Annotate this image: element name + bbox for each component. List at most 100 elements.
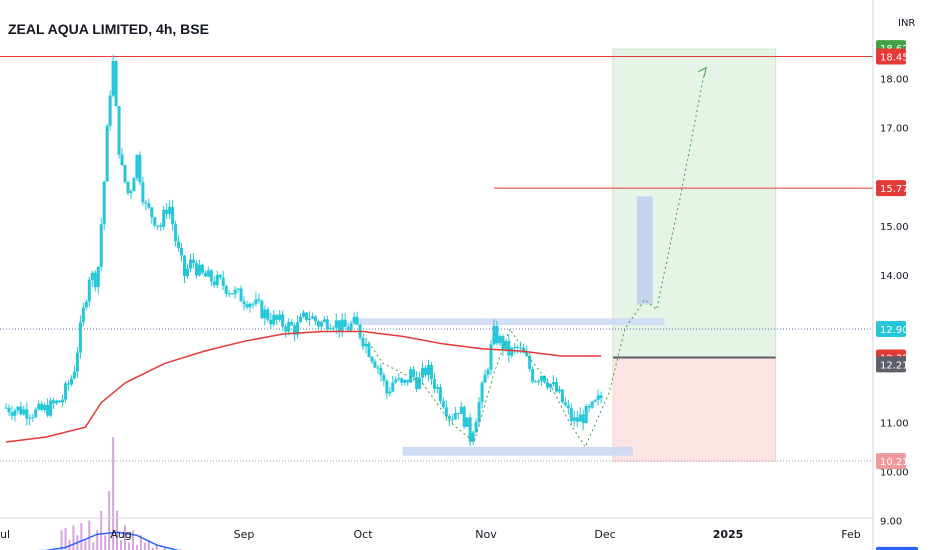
price-tag-5: 12.21: [880, 360, 909, 371]
candle-body-112: [337, 320, 341, 332]
projection-path: [362, 73, 705, 448]
candle-body-59: [180, 247, 184, 256]
support-zone: [402, 446, 633, 456]
candle-body-181: [543, 375, 547, 383]
candle-body-55: [168, 206, 172, 215]
candle-body-82: [248, 303, 252, 308]
candle-body-22: [69, 378, 73, 385]
candle-body-102: [307, 318, 311, 320]
time-axis-ticks: ul Aug Sep Oct Nov Dec 2025 Feb: [0, 528, 861, 541]
candle-body-109: [328, 328, 332, 330]
indicator-lines: [5, 66, 707, 550]
volume-bar-24: [155, 545, 158, 550]
candle-body-10: [34, 409, 38, 418]
volume-bar-21: [143, 542, 146, 550]
candle-body-24: [75, 352, 79, 372]
candle-body-91: [275, 315, 279, 320]
candle-body-34: [105, 125, 109, 182]
candle-body-66: [200, 264, 204, 273]
candle-body-31: [96, 266, 100, 288]
volume-bar-25: [163, 547, 166, 550]
candle-body-11: [37, 403, 41, 410]
volume-bar-8: [92, 542, 95, 550]
candle-body-101: [305, 312, 309, 320]
candle-body-44: [135, 155, 139, 179]
candle-body-14: [46, 404, 50, 416]
price-tick-4: 15.00: [880, 222, 909, 233]
candle-body-98: [296, 322, 300, 335]
candle-body-188: [563, 402, 567, 406]
candle-body-84: [254, 299, 258, 304]
volume-bar-14: [116, 510, 119, 550]
candle-body-176: [528, 355, 532, 369]
price-tick-2: 11.00: [880, 418, 909, 429]
flag-bar: [636, 196, 653, 305]
candle-body-35: [108, 95, 112, 126]
candle-body-33: [102, 181, 106, 225]
candle-body-155: [465, 417, 469, 427]
candle-body-140: [421, 367, 425, 378]
time-tick-1: Aug: [110, 528, 131, 541]
candle-body-17: [55, 400, 59, 404]
price-tag-bg-6: [876, 453, 906, 470]
candle-body-68: [206, 270, 210, 277]
candle-body-83: [251, 303, 255, 305]
candle-body-21: [66, 383, 70, 385]
time-tick-3: Oct: [354, 528, 374, 541]
candle-body-87: [263, 309, 267, 319]
currency-label[interactable]: INR: [898, 18, 915, 29]
price-axis-ticks: 9.00 10.00 11.00 14.00 15.00 17.00 18.00: [880, 75, 909, 528]
candle-body-143: [429, 365, 433, 379]
candle-body-58: [177, 241, 181, 248]
candle-body-171: [513, 347, 517, 349]
candle-body-38: [117, 106, 121, 155]
candle-body-104: [313, 316, 317, 322]
candle-body-111: [334, 320, 338, 328]
candle-body-156: [468, 417, 472, 442]
candle-body-0: [4, 407, 8, 409]
candle-body-197: [590, 401, 594, 408]
level-lines: [0, 55, 873, 462]
price-tick-1: 10.00: [880, 467, 909, 478]
volume-bar-22: [147, 540, 150, 550]
candle-body-9: [31, 417, 35, 419]
price-tick-6: 18.00: [880, 75, 909, 86]
candle-body-48: [147, 203, 151, 208]
candle-body-73: [221, 277, 225, 286]
candle-body-170: [510, 347, 514, 356]
volume-bar-0: [60, 530, 63, 550]
candle-body-151: [453, 413, 457, 420]
candle-body-133: [400, 378, 404, 383]
candle-body-195: [584, 406, 588, 424]
candle-body-139: [418, 377, 422, 389]
candle-body-191: [572, 417, 576, 422]
price-tag-bg-2: [876, 180, 906, 197]
volume-bar-12: [108, 491, 111, 550]
candle-body-4: [16, 406, 20, 411]
candle-body-79: [239, 288, 243, 302]
volume-bar-6: [84, 540, 87, 550]
candle-body-43: [132, 178, 136, 192]
candle-body-153: [459, 406, 463, 414]
candle-body-106: [319, 322, 323, 327]
candle-body-173: [519, 347, 523, 349]
candle-body-25: [78, 322, 82, 353]
candle-body-51: [156, 225, 160, 227]
candle-body-29: [90, 272, 94, 280]
volume-bar-16: [124, 525, 127, 550]
price-tick-0: 9.00: [880, 517, 902, 528]
candle-body-18: [58, 400, 62, 403]
candle-body-200: [599, 395, 603, 399]
candle-body-185: [554, 382, 558, 392]
candle-body-69: [209, 270, 213, 282]
candle-body-19: [61, 399, 65, 403]
price-tick-3: 14.00: [880, 271, 909, 282]
candle-body-113: [340, 319, 344, 332]
candle-body-42: [129, 191, 133, 193]
price-tag-2: 15.77: [880, 184, 909, 195]
candle-body-67: [203, 272, 207, 277]
candle-body-103: [310, 316, 314, 319]
candle-body-89: [269, 319, 273, 325]
candle-body-8: [28, 417, 32, 419]
